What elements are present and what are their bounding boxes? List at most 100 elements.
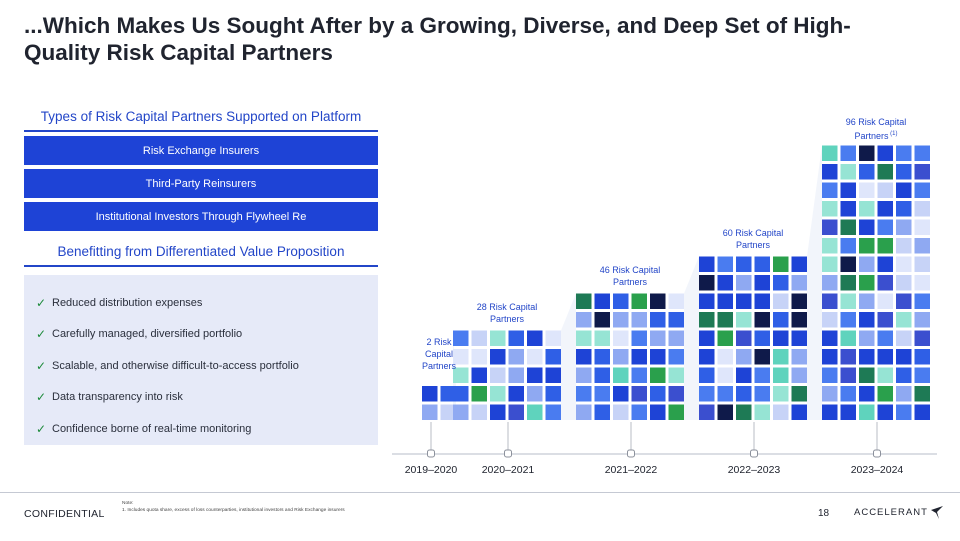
partner-tile: [896, 201, 912, 217]
partner-tile: [650, 404, 666, 420]
partner-tile: [422, 404, 438, 420]
partner-tile: [490, 330, 506, 346]
chart-canvas: [392, 145, 937, 458]
partner-tile: [877, 404, 893, 420]
partner-tile: [668, 349, 684, 365]
partner-tile: [914, 404, 930, 420]
benefit-text: Confidence borne of real-time monitoring: [52, 422, 252, 435]
partner-tile: [773, 404, 789, 420]
partner-tile: [576, 349, 592, 365]
partner-tile: [822, 145, 838, 161]
bar-label: 96 Risk Capital Partners (1): [845, 116, 907, 141]
partner-tile: [822, 404, 838, 420]
partner-tile: [699, 404, 715, 420]
partner-tile: [822, 275, 838, 291]
partner-tile: [896, 349, 912, 365]
partner-tile: [422, 386, 438, 402]
partner-tile: [791, 330, 807, 346]
partner-tile: [896, 238, 912, 254]
partner-tile: [859, 386, 875, 402]
partner-tile: [822, 386, 838, 402]
partner-tile: [736, 367, 752, 383]
partner-tile: [896, 367, 912, 383]
partner-tile: [576, 367, 592, 383]
checkmark-icon: ✓: [36, 327, 47, 342]
partner-tile: [490, 404, 506, 420]
partner-tile: [914, 219, 930, 235]
partner-tile: [754, 293, 770, 309]
partner-tile: [840, 219, 856, 235]
benefit-item: ✓ Reduced distribution expenses: [36, 287, 378, 319]
partner-tile: [508, 330, 524, 346]
slide-title: ...Which Makes Us Sought After by a Grow…: [24, 13, 851, 65]
partner-tile: [717, 293, 733, 309]
bar-2022–2023: [699, 256, 807, 420]
partner-tile: [859, 404, 875, 420]
partner-tile: [896, 256, 912, 272]
types-heading: Types of Risk Capital Partners Supported…: [24, 104, 378, 132]
partner-tile: [576, 404, 592, 420]
partner-tile: [613, 312, 629, 328]
partner-tile: [822, 201, 838, 217]
partner-tile: [840, 367, 856, 383]
partner-tile: [877, 201, 893, 217]
partner-tile: [822, 238, 838, 254]
bar-2020–2021: [453, 330, 561, 420]
partner-tile: [594, 349, 610, 365]
partner-types-list: Risk Exchange Insurers Third-Party Reins…: [24, 136, 378, 231]
partner-tile: [877, 145, 893, 161]
partner-tile: [545, 386, 561, 402]
partner-tile: [471, 349, 487, 365]
partner-tile: [914, 256, 930, 272]
partner-tile: [545, 330, 561, 346]
partner-tile: [527, 367, 543, 383]
bar-label: 46 Risk Capital Partners: [599, 264, 661, 287]
partner-tile: [896, 330, 912, 346]
partner-tile: [859, 293, 875, 309]
partner-tile: [717, 330, 733, 346]
partner-tile: [594, 330, 610, 346]
partner-type-bar: Institutional Investors Through Flywheel…: [24, 202, 378, 231]
partner-tile: [545, 404, 561, 420]
partner-tile: [527, 349, 543, 365]
footnote: Note: 1. Includes quota share, excess of…: [122, 500, 345, 514]
partner-tile: [840, 404, 856, 420]
footer-divider: [0, 492, 960, 493]
partner-tile: [576, 312, 592, 328]
partner-tile: [754, 312, 770, 328]
partner-tile: [914, 164, 930, 180]
partner-tile: [773, 349, 789, 365]
partner-tile: [859, 367, 875, 383]
partner-tile: [877, 293, 893, 309]
partner-tile: [699, 312, 715, 328]
benefit-text: Data transparency into risk: [52, 391, 183, 404]
bar-2021–2022: [576, 293, 684, 420]
partner-tile: [699, 386, 715, 402]
partner-tile: [650, 330, 666, 346]
partner-tile: [736, 330, 752, 346]
partner-tile: [717, 386, 733, 402]
growth-connector: [684, 256, 699, 420]
year-label: 2023–2024: [850, 464, 904, 476]
year-label: 2022–2023: [727, 464, 781, 476]
partner-tile: [773, 367, 789, 383]
partner-tile: [859, 201, 875, 217]
partner-tile: [822, 349, 838, 365]
partner-tile: [576, 330, 592, 346]
partner-tile: [650, 293, 666, 309]
partner-tile: [613, 367, 629, 383]
partner-tile: [877, 182, 893, 198]
partners-growth-chart: 2 Risk Capital Partners 2019–2020 28 Risk Ca…: [392, 104, 952, 484]
partner-tile: [914, 201, 930, 217]
benefit-item: ✓ Data transparency into risk: [36, 382, 378, 414]
partner-tile: [914, 182, 930, 198]
partner-tile: [791, 349, 807, 365]
partner-tile: [877, 164, 893, 180]
partner-tile: [736, 256, 752, 272]
partner-tile: [791, 386, 807, 402]
benefits-box: ✓ Reduced distribution expenses ✓ Carefull…: [24, 275, 378, 445]
partner-tile: [736, 312, 752, 328]
logo-text: ACCELERANT: [854, 506, 928, 518]
partner-tile: [594, 312, 610, 328]
partner-tile: [859, 349, 875, 365]
